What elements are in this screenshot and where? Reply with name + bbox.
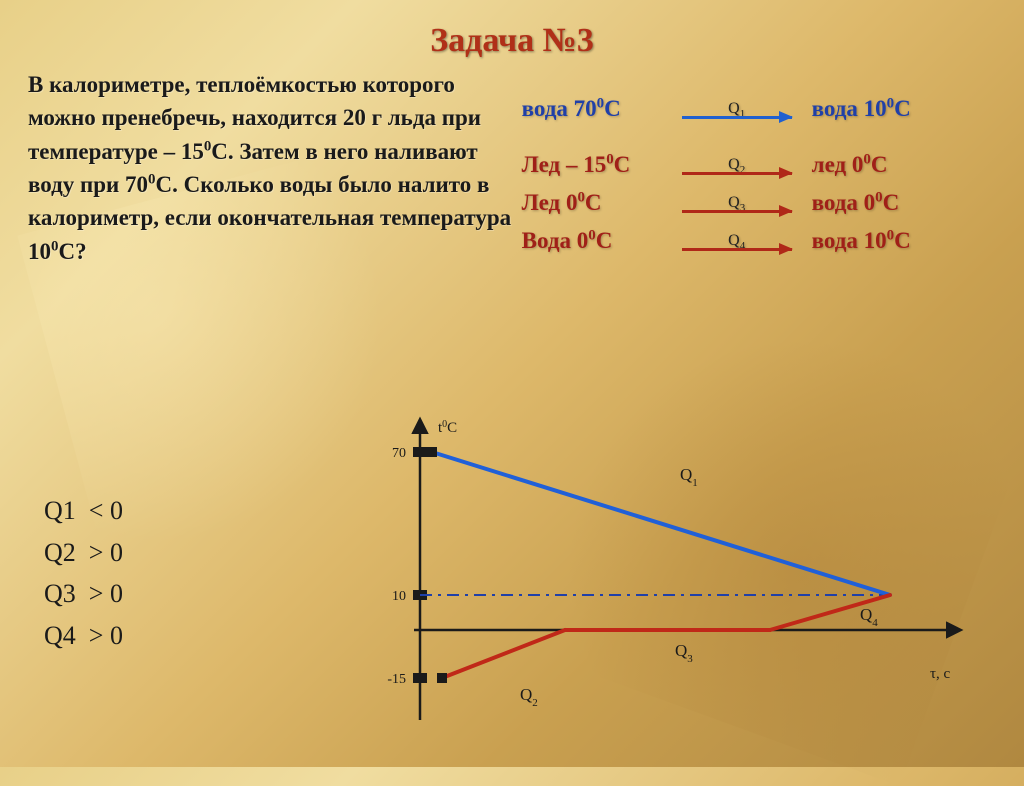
svg-text:t0С: t0С <box>438 419 457 437</box>
arrow-icon <box>682 116 792 119</box>
step-row: Лед 00СQ3 вода 00С <box>522 190 996 216</box>
svg-text:70: 70 <box>392 446 406 461</box>
page-title: Задача №3 <box>0 0 1024 60</box>
svg-text:Q2: Q2 <box>520 685 538 709</box>
svg-text:Q3: Q3 <box>675 641 693 665</box>
step-arrow: Q1 <box>672 100 802 119</box>
svg-text:Q4: Q4 <box>860 605 878 629</box>
step-from: Лед – 150С <box>522 152 672 178</box>
step-arrow: Q3 <box>672 194 802 213</box>
q-sign: Q4 > 0 <box>44 615 123 657</box>
content-area: В калориметре, теплоёмкостью которого мо… <box>0 60 1024 268</box>
q-sign: Q1 < 0 <box>44 490 123 532</box>
step-arrow: Q4 <box>672 232 802 251</box>
arrow-icon <box>682 248 792 251</box>
step-row: вода 700СQ1 вода 100С <box>522 96 996 122</box>
steps-column: вода 700СQ1вода 100СЛед – 150СQ2лед 00СЛ… <box>522 68 996 268</box>
arrow-icon <box>682 210 792 213</box>
svg-text:10: 10 <box>392 589 406 604</box>
svg-text:τ, с: τ, с <box>930 666 951 682</box>
problem-text: В калориметре, теплоёмкостью которого мо… <box>28 68 512 268</box>
q-sign-list: Q1 < 0Q2 > 0Q3 > 0Q4 > 0 <box>44 490 123 656</box>
arrow-icon <box>682 172 792 175</box>
step-from: Лед 00С <box>522 190 672 216</box>
step-to: вода 100С <box>812 228 911 254</box>
problem-column: В калориметре, теплоёмкостью которого мо… <box>28 68 522 268</box>
step-to: вода 00С <box>812 190 900 216</box>
step-to: лед 00С <box>812 152 888 178</box>
svg-text:-15: -15 <box>387 672 406 687</box>
step-row: Вода 00СQ4 вода 100С <box>522 228 996 254</box>
step-from: вода 700С <box>522 96 672 122</box>
step-arrow: Q2 <box>672 156 802 175</box>
phase-chart: t0С τ, с 70 10 -15 Q1 Q2 Q3 Q4 <box>350 410 1000 750</box>
q-sign: Q3 > 0 <box>44 573 123 615</box>
q-sign: Q2 > 0 <box>44 532 123 574</box>
svg-text:Q1: Q1 <box>680 465 698 489</box>
step-row: Лед – 150СQ2 лед 00С <box>522 152 996 178</box>
step-to: вода 100С <box>812 96 911 122</box>
step-from: Вода 00С <box>522 228 672 254</box>
